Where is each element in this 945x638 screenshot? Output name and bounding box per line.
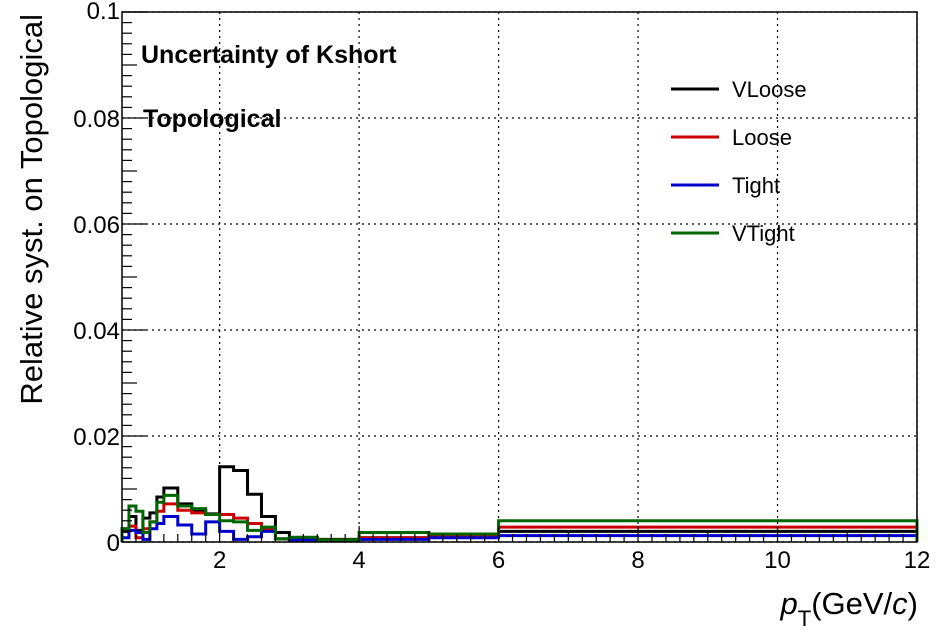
- y-tick-label: 0.08: [73, 106, 120, 133]
- x-tick-label: 6: [492, 547, 505, 574]
- x-tick-label: 8: [631, 547, 644, 574]
- x-tick-label: 4: [352, 547, 365, 574]
- legend-label: Tight: [732, 173, 780, 198]
- y-tick-label: 0.1: [87, 0, 120, 25]
- legend: VLoose Loose Tight VTight: [671, 77, 807, 246]
- x-axis-title: pT(GeV/c): [780, 586, 919, 631]
- legend-entry-tight: Tight: [671, 173, 780, 198]
- legend-label: VLoose: [732, 77, 807, 102]
- x-tick-label: 10: [764, 547, 791, 574]
- y-tick-label: 0: [107, 530, 120, 557]
- x-tick-label: 2: [213, 547, 226, 574]
- legend-entry-vtight: VTight: [671, 221, 795, 246]
- y-axis-title: Relative syst. on Topological: [14, 14, 49, 405]
- legend-entry-loose: Loose: [671, 125, 792, 150]
- axis-ticks: [121, 11, 918, 543]
- axis-tick-labels: 2 4 6 8 10 12 0 0.02 0.04 0.06 0.08 0.1: [73, 0, 930, 574]
- x-tick-label: 12: [904, 547, 931, 574]
- y-tick-label: 0.02: [73, 424, 120, 451]
- annotation-subtitle: Topological: [143, 105, 281, 133]
- legend-label: Loose: [732, 125, 792, 150]
- y-tick-label: 0.04: [73, 318, 120, 345]
- y-tick-label: 0.06: [73, 212, 120, 239]
- annotation-title: Uncertainty of Kshort: [141, 41, 397, 69]
- legend-label: VTight: [732, 221, 795, 246]
- legend-entry-vloose: VLoose: [671, 77, 807, 102]
